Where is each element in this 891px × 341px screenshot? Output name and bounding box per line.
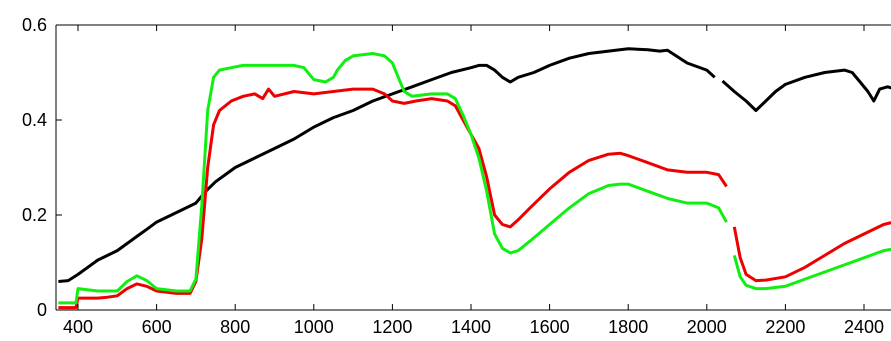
series-3-segment-2	[732, 247, 891, 291]
series-1-segment-1	[58, 47, 716, 283]
x-tick-label: 1800	[608, 317, 648, 337]
x-tick-label: 400	[63, 317, 93, 337]
y-tick-label: 0.2	[22, 205, 47, 225]
x-tick-label: 2400	[844, 317, 884, 337]
x-tick-label: 600	[142, 317, 172, 337]
x-tick-label: 1000	[294, 317, 334, 337]
x-tick-label: 800	[220, 317, 250, 337]
x-tick-label: 1600	[530, 317, 570, 337]
series-2-segment-1	[58, 87, 728, 310]
x-tick-label: 1200	[372, 317, 412, 337]
x-tick-label: 2000	[687, 317, 727, 337]
x-tick-label: 2200	[765, 317, 805, 337]
y-tick-label: 0.4	[22, 110, 47, 130]
series-2-segment-2	[732, 221, 891, 283]
series-layer	[58, 47, 891, 310]
y-tick-label: 0.6	[22, 15, 47, 35]
series-1-segment-2	[721, 68, 891, 112]
y-tick-label: 0	[37, 300, 47, 320]
axes: 400 600 800 1000 1200 1400 1600 1800 2000 2200 240…	[22, 15, 891, 337]
x-tick-label: 1400	[451, 317, 491, 337]
series-3-segment-1	[58, 52, 728, 305]
